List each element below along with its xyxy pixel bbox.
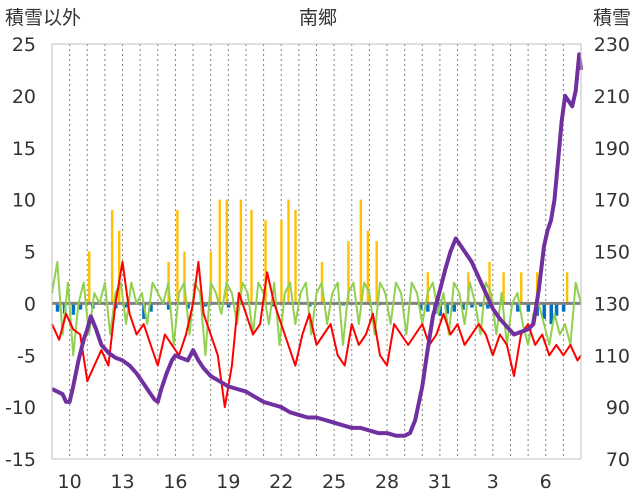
snow-change-bar — [554, 303, 559, 316]
snow-change-bar — [78, 303, 83, 310]
precip-bar — [110, 210, 114, 304]
right-tick-label: 150 — [594, 242, 630, 264]
precip-bar — [426, 272, 429, 304]
precip-bar — [347, 241, 350, 304]
precip-bar — [488, 261, 491, 304]
x-axis-ticks: 10 13 16 19 22 25 28 31 3 6 — [58, 471, 552, 493]
snow-change-bar — [307, 303, 312, 307]
snow-change-bar — [270, 303, 275, 307]
right-tick-label: 70 — [606, 449, 630, 471]
x-tick-label: 10 — [58, 471, 82, 493]
right-tick-label: 210 — [594, 86, 630, 108]
x-tick-label: 19 — [216, 471, 240, 493]
left-tick-label: 15 — [12, 138, 36, 160]
precip-bar — [264, 220, 267, 304]
left-axis-ticks: 25 20 15 10 5 0 -5 -10 -15 — [5, 34, 36, 471]
precip-bar — [359, 199, 362, 304]
snow-change-bar — [124, 303, 129, 308]
snow-change-bar — [426, 303, 430, 312]
precip-bar — [287, 199, 290, 304]
snow-change-bar — [478, 303, 483, 307]
precip-bar — [88, 251, 91, 304]
precip-bar — [176, 210, 179, 304]
precip-bar — [209, 251, 213, 304]
precip-bar — [294, 210, 297, 304]
left-tick-label: -15 — [5, 449, 36, 471]
snow-change-bar — [419, 303, 423, 310]
precip-bar — [366, 230, 370, 304]
right-tick-label: 230 — [594, 34, 630, 56]
snow-change-bar — [71, 303, 76, 315]
right-tick-label: 90 — [606, 397, 630, 419]
left-tick-label: 0 — [24, 293, 36, 315]
series-lines — [51, 52, 583, 438]
chart-title: 南郷 — [299, 7, 337, 29]
snow-change-bar — [186, 303, 190, 309]
snow-change-bar — [55, 303, 60, 312]
x-tick-label: 25 — [322, 471, 346, 493]
left-tick-label: 5 — [24, 242, 36, 264]
left-axis-label: 積雪以外 — [5, 7, 81, 29]
snow-change-bar — [203, 303, 208, 307]
right-tick-label: 110 — [594, 345, 630, 367]
x-tick-label: 13 — [110, 471, 134, 493]
precip-bar — [183, 251, 186, 304]
right-tick-label: 190 — [594, 138, 630, 160]
snow-change-bar — [452, 303, 457, 312]
x-tick-label: 3 — [487, 471, 499, 493]
left-tick-label: -5 — [17, 345, 36, 367]
x-tick-label: 16 — [163, 471, 187, 493]
x-tick-label: 6 — [540, 471, 552, 493]
precip-bar — [118, 230, 121, 304]
left-tick-label: 10 — [12, 190, 36, 212]
snow-change-bar — [166, 303, 171, 310]
snow-change-bar — [549, 303, 554, 325]
right-axis-label: 積雪 — [593, 7, 631, 29]
x-tick-label: 28 — [375, 471, 399, 493]
snow-change-bar — [516, 303, 520, 312]
snow-change-bar — [486, 303, 490, 309]
left-tick-label: 20 — [12, 86, 36, 108]
left-tick-label: 25 — [12, 34, 36, 56]
precip-bar — [502, 272, 505, 304]
precip-bar — [280, 220, 283, 304]
snow-change-bar — [142, 303, 146, 319]
x-tick-label: 22 — [269, 471, 293, 493]
right-axis-ticks: 230 210 190 170 150 130 110 90 70 — [594, 34, 630, 471]
left-tick-label: -10 — [5, 397, 36, 419]
plot-frame — [51, 43, 582, 460]
snow-change-bar — [542, 303, 546, 319]
right-tick-label: 170 — [594, 190, 630, 212]
x-tick-label: 31 — [428, 471, 452, 493]
precip-bar — [250, 210, 253, 304]
precip-bar — [375, 241, 378, 304]
precip-bar — [218, 199, 221, 304]
precip-bar — [565, 272, 569, 304]
snow-change-bar — [226, 303, 231, 308]
snow-change-bar — [461, 303, 465, 310]
snow-change-bar — [526, 303, 531, 312]
snow-change-bar — [445, 303, 449, 314]
snow-change-bar — [470, 303, 474, 308]
right-tick-label: 130 — [594, 293, 630, 315]
precip-bar — [520, 272, 523, 304]
snow-change-bar — [149, 303, 153, 312]
series-line-red — [51, 260, 582, 409]
snow-change-bar — [561, 303, 566, 312]
series-line-snow-depth — [51, 52, 583, 438]
precip-bar — [225, 199, 228, 304]
precip-bar — [239, 199, 243, 304]
